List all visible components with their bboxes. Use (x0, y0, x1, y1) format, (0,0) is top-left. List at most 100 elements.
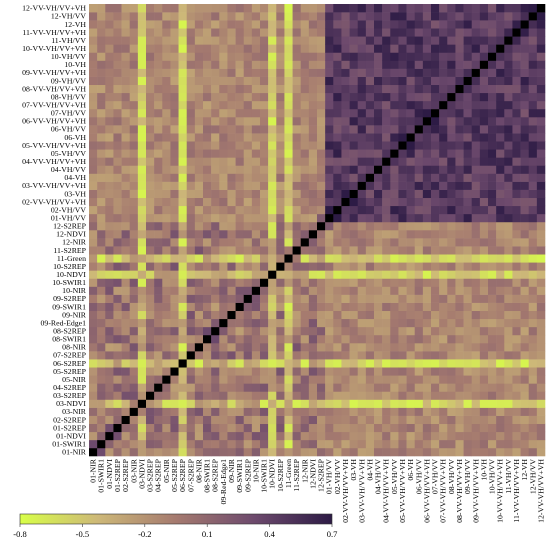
heatmap-cell (194, 343, 204, 352)
heatmap-cell (520, 367, 530, 376)
heatmap-cell (455, 221, 464, 231)
heatmap-cell (308, 270, 318, 279)
heatmap-cell (504, 270, 513, 279)
heatmap-cell (97, 302, 106, 312)
heatmap-cell (349, 157, 359, 166)
heatmap-cell (406, 165, 416, 174)
heatmap-cell (194, 100, 204, 110)
heatmap-cell (536, 221, 546, 231)
heatmap-cell (512, 254, 521, 263)
heatmap-cell (170, 351, 179, 360)
y-tick-label: 06-S2REP (53, 359, 87, 368)
heatmap-cell (333, 213, 342, 223)
heatmap-cell (235, 334, 245, 344)
heatmap-cell (251, 4, 261, 13)
heatmap-cell (447, 221, 456, 231)
heatmap-cell (211, 68, 220, 77)
heatmap-cell (89, 343, 98, 352)
heatmap-cell (284, 173, 293, 182)
heatmap-cell (528, 310, 538, 320)
heatmap-cell (203, 44, 212, 53)
heatmap-cell (137, 205, 147, 215)
heatmap-cell (365, 149, 375, 158)
heatmap-cell (504, 383, 513, 392)
heatmap-cell (536, 60, 546, 69)
heatmap-cell (203, 28, 212, 37)
heatmap-cell (325, 278, 334, 287)
heatmap-cell (121, 318, 131, 328)
heatmap-cell (455, 439, 464, 449)
heatmap-cell (170, 20, 179, 29)
x-tick-label: 01-NDVI (105, 459, 114, 489)
heatmap-cell (414, 278, 424, 287)
heatmap-cell (105, 310, 114, 320)
heatmap-cell (268, 254, 277, 263)
heatmap-cell (243, 415, 253, 425)
heatmap-cell (89, 189, 98, 199)
heatmap-cell (341, 52, 350, 61)
heatmap-cell (463, 294, 473, 303)
heatmap-cell (300, 262, 310, 271)
heatmap-cell (463, 221, 473, 231)
heatmap-cell (406, 318, 416, 328)
heatmap-cell (528, 157, 538, 166)
heatmap-cell (251, 447, 261, 457)
heatmap-cell (194, 278, 204, 287)
heatmap-cell (97, 181, 106, 190)
heatmap-cell (365, 375, 375, 384)
heatmap-cell (536, 84, 546, 94)
heatmap-cell (129, 278, 139, 287)
heatmap-cell (422, 4, 432, 13)
heatmap-cell (219, 246, 228, 255)
heatmap-cell (455, 76, 464, 86)
y-tick-label: 07-S2REP (53, 351, 87, 360)
heatmap-cell (227, 100, 236, 110)
heatmap-cell (97, 334, 106, 344)
heatmap-cell (398, 92, 407, 102)
heatmap-cell (512, 367, 521, 376)
heatmap-cell (268, 92, 277, 102)
heatmap-cell (422, 334, 432, 344)
heatmap-cell (325, 100, 334, 110)
heatmap-cell (203, 181, 212, 190)
heatmap-cell (422, 20, 432, 29)
heatmap-cell (333, 431, 342, 441)
heatmap-cell (170, 334, 179, 344)
heatmap-cell (292, 407, 302, 416)
colorbar-tick-label: -0.8 (13, 529, 26, 539)
heatmap-cell (113, 407, 122, 416)
heatmap-cell (129, 100, 139, 110)
heatmap-cell (162, 310, 171, 320)
heatmap-cell (105, 157, 114, 166)
heatmap-cell (105, 383, 114, 392)
heatmap-cell (422, 205, 432, 215)
heatmap-cell (89, 230, 98, 239)
heatmap-cell (260, 246, 269, 255)
y-tick-label: 10-NDVI (56, 270, 86, 279)
heatmap-cell (333, 76, 342, 86)
heatmap-cell (374, 173, 383, 182)
heatmap-cell (528, 302, 538, 312)
heatmap-cell (471, 383, 481, 392)
heatmap-cell (414, 286, 424, 295)
heatmap-cell (276, 415, 285, 425)
heatmap-cell (431, 270, 440, 279)
heatmap-cell (471, 141, 481, 150)
heatmap-cell (121, 343, 131, 352)
heatmap-cell (439, 246, 448, 255)
heatmap-cell (203, 213, 212, 223)
heatmap-cell (284, 197, 293, 207)
heatmap-cell (308, 310, 318, 320)
heatmap-cell (170, 44, 179, 53)
heatmap-cell (398, 189, 407, 199)
heatmap-cell (89, 28, 98, 37)
heatmap-cell (154, 399, 163, 408)
heatmap-cell (520, 28, 530, 37)
heatmap-cell (382, 407, 391, 416)
heatmap-cell (504, 278, 513, 287)
heatmap-cell (97, 108, 106, 118)
heatmap-cell (154, 351, 163, 360)
heatmap-cell (194, 12, 204, 21)
heatmap-cell (219, 213, 228, 223)
heatmap-cell (520, 197, 530, 207)
